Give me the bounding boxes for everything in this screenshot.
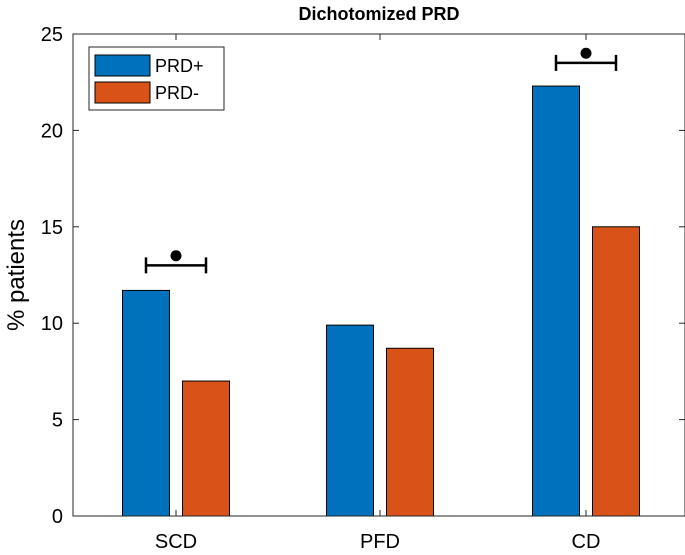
bars-layer — [122, 85, 640, 517]
legend-label-prd-minus: PRD- — [155, 83, 199, 103]
bar-cd-prd-plus — [532, 85, 580, 517]
y-tick-label-5: 5 — [52, 410, 63, 432]
y-axis: 0 5 10 15 20 25 — [41, 24, 685, 528]
bar-scd-prd-plus — [122, 289, 170, 517]
x-axis: SCD PFD CD — [155, 34, 601, 553]
y-tick-label-25: 25 — [41, 24, 63, 46]
significance-layer — [144, 47, 618, 274]
legend: PRD+ PRD- — [88, 46, 225, 111]
plot-area-frame — [72, 33, 685, 517]
legend-label-prd-plus: PRD+ — [155, 56, 204, 76]
bar-cd-prd-minus — [592, 226, 640, 517]
significance-marker-cd — [580, 47, 592, 59]
y-tick-label-0: 0 — [52, 506, 63, 528]
bar-pfd-prd-minus — [386, 347, 434, 517]
legend-swatch-prd-minus — [94, 81, 151, 104]
bar-pfd-prd-plus — [326, 324, 374, 517]
x-tick-label-scd: SCD — [155, 531, 197, 553]
x-tick-label-pfd: PFD — [360, 531, 400, 553]
chart-title: Dichotomized PRD — [298, 4, 459, 24]
bar-scd-prd-minus — [182, 380, 230, 517]
y-axis-label: % patients — [3, 219, 30, 331]
legend-swatch-prd-plus — [94, 54, 151, 77]
y-tick-label-10: 10 — [41, 313, 63, 335]
significance-marker-scd — [170, 250, 182, 262]
y-tick-label-20: 20 — [41, 120, 63, 142]
x-tick-label-cd: CD — [572, 531, 601, 553]
y-tick-label-15: 15 — [41, 217, 63, 239]
